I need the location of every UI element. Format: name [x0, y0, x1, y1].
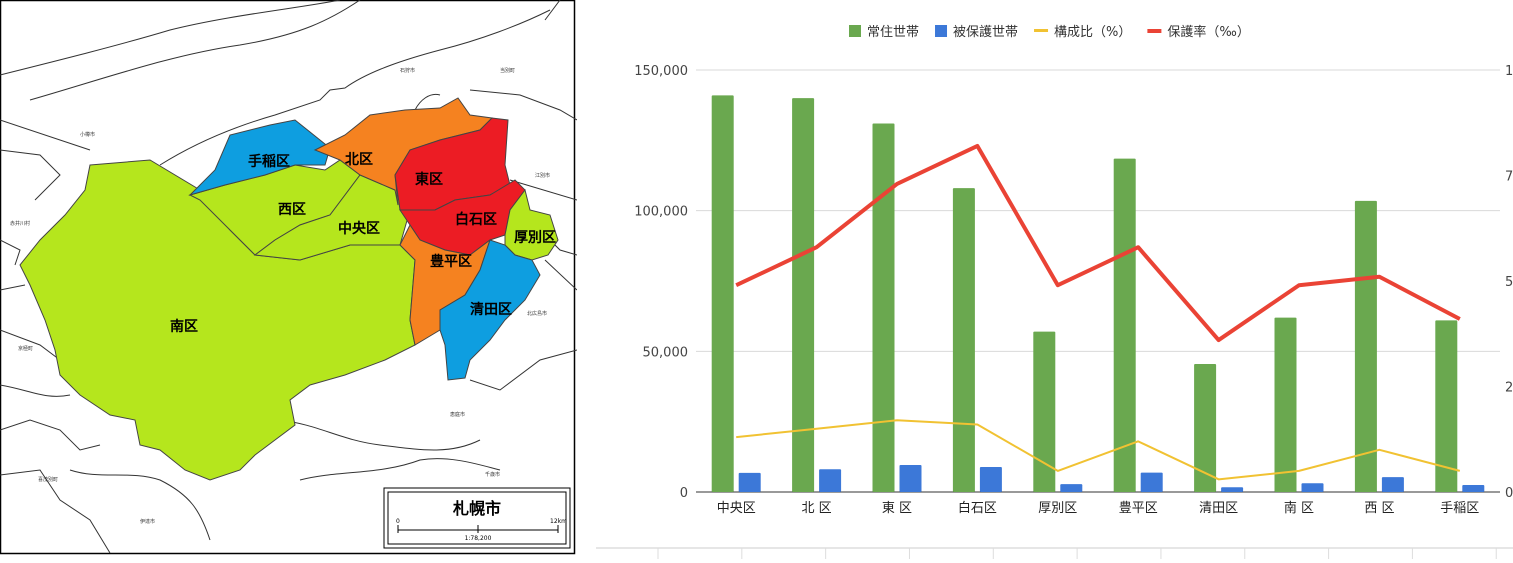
- ward-label: 西区: [278, 202, 306, 218]
- right-tick-label: 100: [1505, 64, 1513, 79]
- bar-protected: [1221, 487, 1243, 492]
- category-label: 西 区: [1364, 501, 1394, 516]
- town-label: 小樽市: [80, 131, 95, 138]
- town-label: 江別市: [535, 172, 550, 179]
- right-axis: 0 25 50 75 100: [1505, 64, 1513, 501]
- city-title: 札幌市: [452, 499, 501, 518]
- legend-label: 保護率（‰）: [1167, 24, 1249, 40]
- bar-protected: [1141, 473, 1163, 492]
- ward-label: 手稲区: [248, 153, 290, 170]
- x-axis: 中央区 北 区 東 区 白石区 厚別区 豊平区 清田区 南 区 西 区 手稲区: [717, 500, 1480, 516]
- bar-households: [1275, 318, 1297, 492]
- legend-swatch: [849, 25, 861, 37]
- category-label: 厚別区: [1038, 501, 1077, 516]
- line-protection-rate: [736, 146, 1460, 340]
- right-tick-label: 75: [1505, 170, 1513, 185]
- legend-label: 構成比（%）: [1054, 25, 1131, 40]
- ward-label: 南区: [170, 318, 198, 335]
- bar-protected: [819, 469, 841, 492]
- town-label: 石狩市: [400, 67, 415, 74]
- town-label: 北広島市: [527, 310, 547, 317]
- legend-swatch: [935, 25, 947, 37]
- town-label: 赤井川村: [10, 220, 30, 227]
- town-label: 京極町: [18, 345, 33, 352]
- bar-protected: [1462, 485, 1484, 492]
- category-label: 北 区: [802, 501, 832, 516]
- bar-protected: [900, 465, 922, 492]
- bar-households: [712, 95, 734, 492]
- data-table-header: [596, 548, 1513, 559]
- bar-protected: [739, 473, 761, 492]
- category-label: 清田区: [1199, 501, 1238, 516]
- chart-svg: 常住世帯 被保護世帯 構成比（%） 保護率（‰） 0 50,000 100,000 150,…: [596, 0, 1513, 559]
- category-label: 中央区: [717, 501, 756, 516]
- category-label: 白石区: [958, 500, 997, 516]
- map-title-box: 札幌市 0 12km 1:78,200: [384, 488, 570, 548]
- line-composition: [736, 420, 1460, 479]
- line-series: [736, 146, 1460, 480]
- sapporo-ward-map: 手稲区 北区 東区 西区 中央区 白石区 厚別区 豊平区 清田区 南区 石狩市 …: [0, 0, 577, 557]
- map-svg: 手稲区 北区 東区 西区 中央区 白石区 厚別区 豊平区 清田区 南区 石狩市 …: [0, 0, 577, 557]
- left-axis: 0 50,000 100,000 150,000: [634, 64, 688, 501]
- scale-left-label: 0: [396, 518, 400, 525]
- town-label: 伊達市: [140, 518, 155, 525]
- town-label: 喜茂別町: [38, 476, 58, 483]
- bar-protected: [980, 467, 1002, 492]
- ward-label: 清田区: [470, 301, 512, 318]
- combo-chart: 常住世帯 被保護世帯 構成比（%） 保護率（‰） 0 50,000 100,000 150,…: [596, 0, 1513, 559]
- ward-label: 中央区: [338, 220, 380, 237]
- ward-label: 東区: [415, 171, 443, 188]
- bar-series: [712, 95, 1485, 492]
- bar-households: [1114, 159, 1136, 492]
- town-label: 千歳市: [485, 471, 500, 478]
- legend-label: 被保護世帯: [953, 24, 1018, 40]
- town-label: 当別町: [500, 67, 515, 74]
- right-tick-label: 25: [1505, 381, 1513, 396]
- ward-label: 北区: [345, 152, 373, 168]
- bar-households: [953, 188, 975, 492]
- category-label: 南 区: [1284, 500, 1314, 516]
- left-tick-label: 100,000: [634, 205, 688, 220]
- category-label: 豊平区: [1119, 501, 1158, 516]
- bar-households: [873, 123, 895, 492]
- left-tick-label: 150,000: [634, 64, 688, 79]
- left-tick-label: 0: [680, 486, 688, 501]
- bar-protected: [1302, 483, 1324, 492]
- bar-protected: [1382, 477, 1404, 492]
- legend-swatch: [1147, 29, 1161, 33]
- ward-label: 豊平区: [430, 253, 472, 270]
- chart-legend: 常住世帯 被保護世帯 構成比（%） 保護率（‰）: [849, 24, 1250, 40]
- bar-households: [792, 98, 814, 492]
- left-tick-label: 50,000: [643, 345, 689, 360]
- bar-protected: [1060, 484, 1082, 492]
- right-tick-label: 50: [1505, 275, 1513, 290]
- right-tick-label: 0: [1505, 486, 1513, 501]
- town-label: 恵庭市: [450, 411, 465, 418]
- ward-label: 厚別区: [514, 230, 556, 246]
- legend-label: 常住世帯: [867, 25, 919, 40]
- bar-households: [1355, 201, 1377, 492]
- ward-label: 白石区: [455, 211, 497, 228]
- category-label: 東 区: [882, 500, 912, 516]
- category-label: 手稲区: [1440, 501, 1479, 516]
- scale-ratio: 1:78,200: [465, 535, 492, 542]
- legend-swatch: [1034, 29, 1048, 32]
- scale-right-label: 12km: [550, 518, 567, 525]
